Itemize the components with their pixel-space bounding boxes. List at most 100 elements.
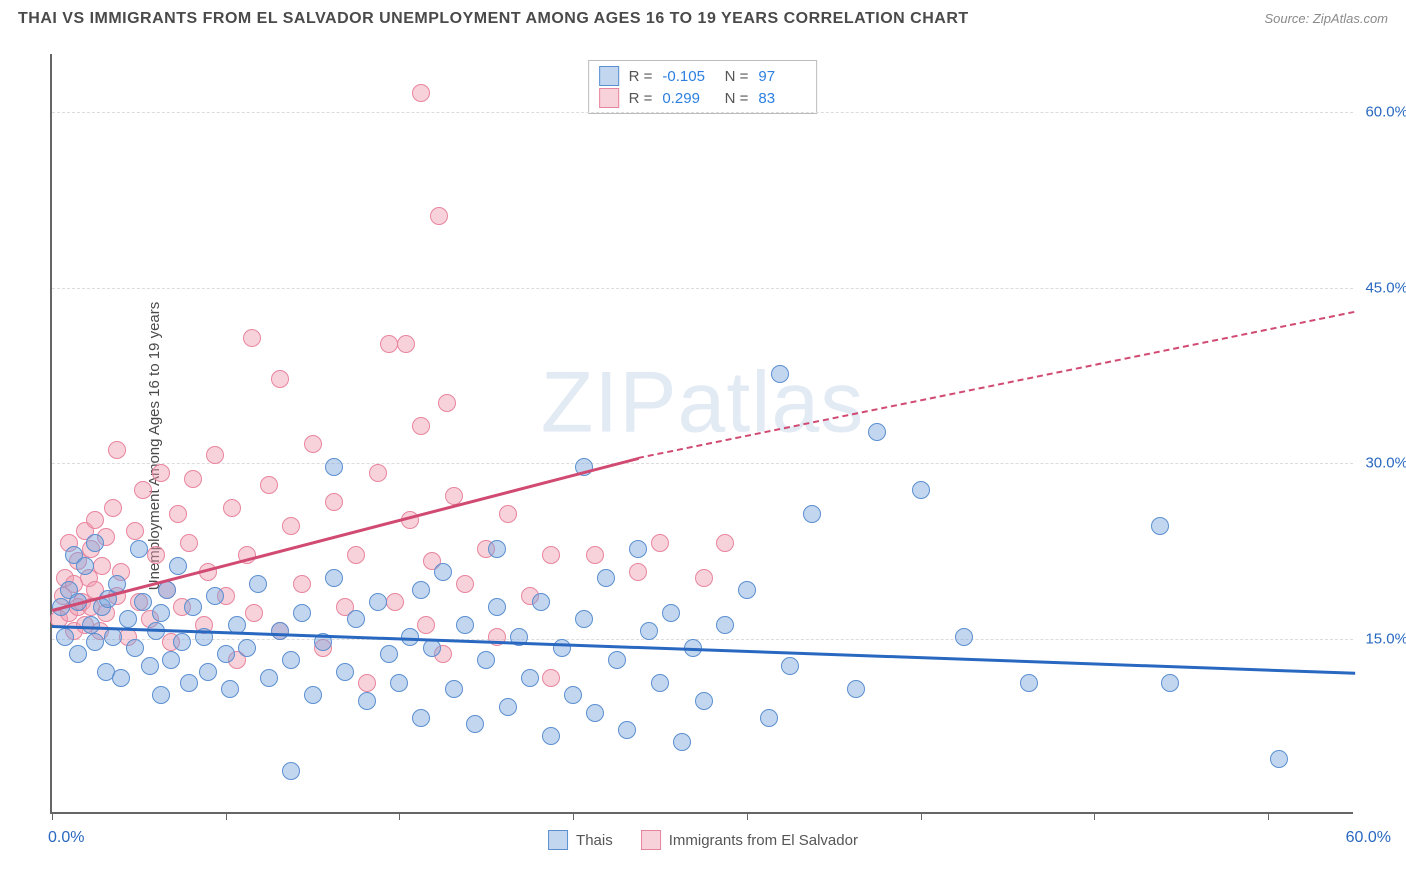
- scatter-point-thais: [221, 680, 239, 698]
- scatter-point-immigrants: [695, 569, 713, 587]
- scatter-point-thais: [336, 663, 354, 681]
- scatter-point-immigrants: [104, 499, 122, 517]
- stat-r-value: 0.299: [662, 90, 710, 107]
- scatter-point-thais: [673, 733, 691, 751]
- scatter-point-thais: [206, 587, 224, 605]
- scatter-point-thais: [401, 628, 419, 646]
- scatter-point-thais: [662, 604, 680, 622]
- scatter-point-thais: [542, 727, 560, 745]
- scatter-point-thais: [104, 628, 122, 646]
- x-tick: [52, 812, 53, 820]
- scatter-point-thais: [293, 604, 311, 622]
- scatter-point-thais: [434, 563, 452, 581]
- scatter-point-immigrants: [417, 616, 435, 634]
- scatter-point-immigrants: [152, 464, 170, 482]
- scatter-point-thais: [134, 593, 152, 611]
- scatter-point-thais: [260, 669, 278, 687]
- scatter-point-immigrants: [386, 593, 404, 611]
- scatter-point-thais: [564, 686, 582, 704]
- grid-line: [52, 463, 1353, 464]
- scatter-point-thais: [456, 616, 474, 634]
- scatter-point-immigrants: [134, 481, 152, 499]
- scatter-point-thais: [86, 633, 104, 651]
- scatter-point-immigrants: [260, 476, 278, 494]
- scatter-point-thais: [488, 540, 506, 558]
- y-tick-label: 15.0%: [1365, 630, 1406, 647]
- scatter-point-thais: [488, 598, 506, 616]
- scatter-point-thais: [597, 569, 615, 587]
- scatter-point-immigrants: [651, 534, 669, 552]
- scatter-point-thais: [238, 639, 256, 657]
- scatter-point-immigrants: [271, 370, 289, 388]
- scatter-point-thais: [955, 628, 973, 646]
- legend-item-thais: Thais: [548, 830, 613, 850]
- trend-line-dashed: [638, 311, 1355, 459]
- scatter-point-thais: [173, 633, 191, 651]
- scatter-point-thais: [112, 669, 130, 687]
- scatter-point-immigrants: [243, 329, 261, 347]
- scatter-point-immigrants: [282, 517, 300, 535]
- scatter-point-immigrants: [147, 546, 165, 564]
- scatter-point-thais: [771, 365, 789, 383]
- scatter-point-thais: [126, 639, 144, 657]
- scatter-point-thais: [423, 639, 441, 657]
- scatter-point-thais: [618, 721, 636, 739]
- stat-r-value: -0.105: [662, 68, 710, 85]
- scatter-point-immigrants: [126, 522, 144, 540]
- scatter-point-immigrants: [169, 505, 187, 523]
- scatter-point-immigrants: [180, 534, 198, 552]
- x-tick: [1268, 812, 1269, 820]
- scatter-point-immigrants: [629, 563, 647, 581]
- scatter-point-thais: [1161, 674, 1179, 692]
- scatter-point-thais: [158, 581, 176, 599]
- scatter-point-thais: [358, 692, 376, 710]
- watermark: ZIPatlas: [541, 353, 864, 452]
- scatter-point-thais: [325, 458, 343, 476]
- legend-swatch: [599, 88, 619, 108]
- scatter-point-thais: [412, 581, 430, 599]
- scatter-point-immigrants: [223, 499, 241, 517]
- legend-item-immigrants: Immigrants from El Salvador: [641, 830, 858, 850]
- scatter-point-immigrants: [108, 441, 126, 459]
- scatter-point-thais: [466, 715, 484, 733]
- scatter-point-thais: [640, 622, 658, 640]
- x-axis-min-label: 0.0%: [48, 829, 84, 847]
- stats-row-thais: R =-0.105 N =97: [599, 65, 807, 87]
- stat-r-label: R =: [629, 90, 653, 107]
- scatter-point-immigrants: [412, 84, 430, 102]
- scatter-point-thais: [119, 610, 137, 628]
- scatter-point-thais: [716, 616, 734, 634]
- scatter-point-thais: [1020, 674, 1038, 692]
- scatter-point-thais: [304, 686, 322, 704]
- scatter-point-thais: [249, 575, 267, 593]
- legend-swatch: [641, 830, 661, 850]
- x-tick: [573, 812, 574, 820]
- scatter-point-thais: [282, 762, 300, 780]
- scatter-point-thais: [76, 557, 94, 575]
- scatter-point-thais: [1151, 517, 1169, 535]
- scatter-point-thais: [695, 692, 713, 710]
- scatter-point-immigrants: [586, 546, 604, 564]
- scatter-point-thais: [760, 709, 778, 727]
- scatter-point-immigrants: [347, 546, 365, 564]
- scatter-point-thais: [152, 686, 170, 704]
- chart-title: THAI VS IMMIGRANTS FROM EL SALVADOR UNEM…: [18, 10, 969, 28]
- correlation-stats-box: R =-0.105 N =97R =0.299 N =83: [588, 60, 818, 114]
- scatter-point-thais: [141, 657, 159, 675]
- legend-label: Thais: [576, 832, 613, 849]
- scatter-point-immigrants: [86, 511, 104, 529]
- grid-line: [52, 112, 1353, 113]
- scatter-point-immigrants: [325, 493, 343, 511]
- scatter-point-thais: [162, 651, 180, 669]
- scatter-point-thais: [532, 593, 550, 611]
- scatter-point-immigrants: [206, 446, 224, 464]
- scatter-point-thais: [282, 651, 300, 669]
- scatter-point-immigrants: [438, 394, 456, 412]
- scatter-point-thais: [803, 505, 821, 523]
- scatter-point-thais: [445, 680, 463, 698]
- scatter-point-thais: [575, 610, 593, 628]
- scatter-point-thais: [553, 639, 571, 657]
- legend-swatch: [599, 66, 619, 86]
- scatter-point-thais: [271, 622, 289, 640]
- y-tick-label: 30.0%: [1365, 455, 1406, 472]
